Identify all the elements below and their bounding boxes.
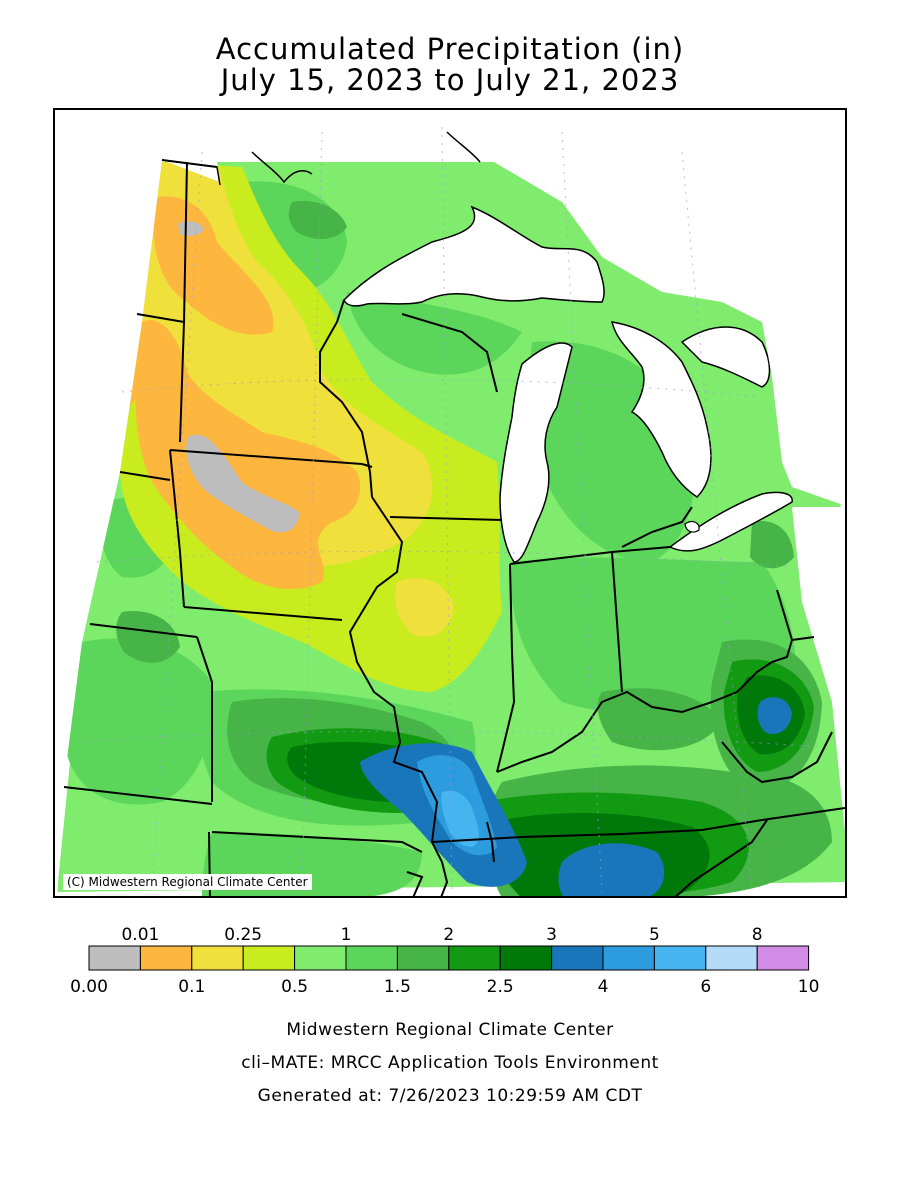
- legend-swatch: [242, 945, 296, 971]
- color-legend: 0.01 0.25 1 2 3 5 8 0.00 0.1 0.5 1.5 2.5 4 6 10: [70, 925, 820, 997]
- lat-lon-grid: [71, 126, 823, 893]
- precip-zone-1.5-2: [116, 611, 180, 663]
- map-date-range: July 15, 2023 to July 21, 2023: [220, 63, 680, 97]
- legend-swatch: [191, 945, 244, 971]
- legend-bottom-label: 10: [798, 977, 820, 997]
- legend-swatch: [345, 945, 398, 971]
- legend-swatch: [602, 945, 655, 971]
- outside-map-region: [792, 507, 845, 832]
- precip-zone-3-4: [757, 697, 792, 734]
- legend-swatch: [653, 945, 707, 971]
- precip-zone-0.1-0.25: [395, 578, 454, 637]
- legend-top-label: 5: [649, 925, 660, 945]
- legend-top-label: 1: [341, 925, 352, 945]
- precip-zone-5-6: [441, 790, 479, 847]
- legend-bottom-label: 6: [700, 977, 711, 997]
- legend-bottom-label: 0.1: [178, 977, 205, 997]
- legend-bottom-label: 0.00: [70, 977, 108, 997]
- footer-org: Midwestern Regional Climate Center: [286, 1020, 614, 1040]
- lake-erie: [668, 491, 793, 552]
- legend-swatch: [396, 945, 450, 971]
- legend-bottom-label: 4: [598, 977, 609, 997]
- precip-zone-0.01-0.1: [135, 320, 361, 590]
- canada-region: [55, 110, 845, 506]
- map-title: Accumulated Precipitation (in): [215, 32, 685, 66]
- legend-swatch: [705, 945, 758, 971]
- legend-top-label: 0.25: [224, 925, 262, 945]
- legend-swatch: [448, 945, 501, 971]
- precip-zone-0.00-0.01: [186, 434, 300, 533]
- lake-superior: [343, 205, 605, 307]
- legend-bottom-label: 1.5: [384, 977, 411, 997]
- lake-st-clair: [684, 520, 700, 533]
- state-borders: [63, 159, 845, 896]
- legend-top-label: 2: [443, 925, 454, 945]
- footer-tool: cli–MATE: MRCC Application Tools Environ…: [241, 1053, 659, 1073]
- footer-generated: Generated at: 7/26/2023 10:29:59 AM CDT: [257, 1086, 643, 1106]
- legend-top-label: 8: [752, 925, 763, 945]
- copyright-label: (C) Midwestern Regional Climate Center: [63, 874, 312, 890]
- legend-top-label: 3: [546, 925, 557, 945]
- legend-swatch: [139, 945, 193, 971]
- legend-swatch: [756, 945, 810, 971]
- precip-zone-1-1.5: [347, 292, 522, 375]
- precip-zone-3-4: [558, 843, 665, 896]
- precip-zone-1-1.5: [64, 638, 213, 805]
- legend-swatch: [551, 945, 604, 971]
- legend-swatch: [88, 945, 141, 971]
- lake-michigan: [499, 342, 573, 563]
- legend-top-label: 0.01: [121, 925, 159, 945]
- outside-map-region: [55, 160, 162, 896]
- legend-swatch: [294, 945, 347, 971]
- precipitation-map: (C) Midwestern Regional Climate Center: [53, 108, 847, 898]
- legend-swatch: [499, 945, 553, 971]
- precip-zone-1.5-2: [597, 688, 722, 751]
- legend-bottom-label: 2.5: [487, 977, 514, 997]
- lake-huron: [610, 321, 771, 498]
- legend-bottom-label: 0.5: [281, 977, 308, 997]
- precip-zone-1.5-2: [750, 521, 794, 569]
- precip-zone-1.5-2: [288, 201, 347, 239]
